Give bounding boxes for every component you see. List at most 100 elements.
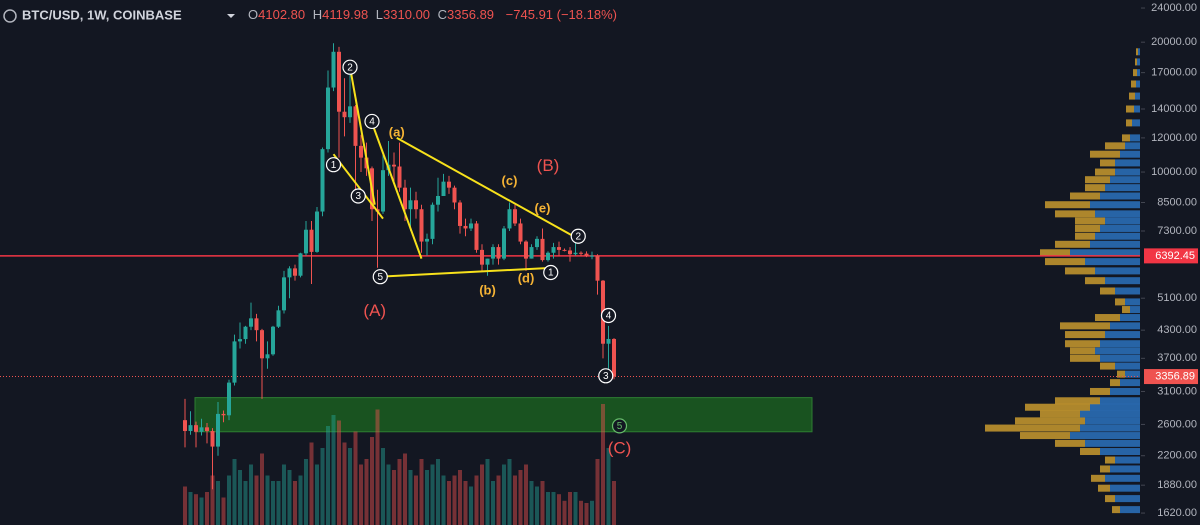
candle-body bbox=[298, 253, 303, 276]
wave-circle bbox=[570, 228, 586, 244]
profile-down-bar bbox=[1117, 370, 1125, 378]
profile-down-bar bbox=[1105, 456, 1115, 464]
volume-bar bbox=[546, 492, 550, 525]
candle-body bbox=[381, 170, 385, 212]
profile-down-bar bbox=[1133, 69, 1137, 77]
volume-bar bbox=[397, 459, 402, 525]
wave-label: (d) bbox=[518, 270, 535, 285]
candle-body bbox=[227, 382, 231, 416]
profile-up-bar bbox=[1100, 448, 1140, 456]
candle-body bbox=[315, 211, 319, 252]
profile-up-bar bbox=[1115, 168, 1140, 176]
profile-down-bar bbox=[1136, 48, 1138, 56]
symbol-dropdown[interactable] bbox=[227, 14, 235, 18]
profile-down-bar bbox=[1065, 340, 1100, 348]
volume-bar bbox=[403, 453, 407, 525]
profile-down-bar bbox=[1085, 277, 1105, 285]
volume-bar bbox=[271, 481, 275, 525]
volume-bar bbox=[573, 492, 578, 525]
trendline bbox=[349, 67, 376, 205]
ohlc-value: 3310.00 bbox=[383, 7, 430, 22]
volume-bar bbox=[304, 459, 308, 525]
profile-up-bar bbox=[1085, 417, 1140, 425]
profile-up-bar bbox=[1115, 495, 1140, 503]
volume-bar bbox=[276, 481, 281, 525]
profile-down-bar bbox=[1085, 184, 1105, 192]
volume-bar bbox=[337, 420, 341, 525]
candle-body bbox=[397, 166, 402, 188]
profile-down-bar bbox=[1091, 474, 1105, 482]
y-tick-label: 7300.00 bbox=[1157, 225, 1197, 237]
profile-up-bar bbox=[1132, 119, 1140, 127]
profile-up-bar bbox=[1105, 331, 1140, 339]
profile-down-bar bbox=[1065, 331, 1105, 339]
candle-body bbox=[414, 200, 418, 210]
candle-body bbox=[551, 247, 556, 253]
volume-bar bbox=[447, 481, 451, 525]
volume-bar bbox=[408, 470, 413, 525]
volume-bar bbox=[326, 426, 330, 525]
candle-body bbox=[546, 252, 550, 261]
candle-body bbox=[403, 187, 407, 210]
profile-up-bar bbox=[1120, 150, 1140, 158]
candle-body bbox=[276, 310, 281, 327]
profile-down-bar bbox=[1075, 232, 1095, 240]
candle-body bbox=[293, 268, 297, 276]
candle-body bbox=[579, 252, 583, 254]
candle-body bbox=[584, 253, 589, 256]
profile-up-bar bbox=[1120, 314, 1140, 322]
volume-bar bbox=[375, 409, 380, 525]
volume-bar bbox=[194, 494, 198, 525]
ohlc-label: O bbox=[248, 7, 258, 22]
wave-circle bbox=[543, 264, 559, 281]
volume-bar bbox=[183, 486, 187, 525]
wave-label: 1 bbox=[331, 160, 337, 171]
volume-bar bbox=[210, 475, 215, 525]
y-tick-label: 17000.00 bbox=[1151, 67, 1197, 79]
profile-up-bar bbox=[1137, 69, 1140, 77]
volume-bar bbox=[590, 500, 594, 525]
y-tick-label: 1880.00 bbox=[1157, 479, 1197, 491]
volume-bar bbox=[535, 486, 539, 525]
y-tick-label: 2600.00 bbox=[1157, 418, 1197, 430]
wave-label: 2 bbox=[575, 231, 581, 242]
profile-up-bar bbox=[1110, 387, 1140, 395]
profile-up-bar bbox=[1136, 80, 1140, 88]
volume-bar bbox=[551, 492, 556, 525]
candle-body bbox=[309, 229, 314, 252]
wave-label: 4 bbox=[606, 311, 612, 322]
main-layer: 2 4 (a) 1 3 5 (A) (c) (B) (e) 2 1 (b) (d) 4 3 5 (C) bbox=[0, 43, 1140, 490]
volume-bar bbox=[513, 475, 517, 525]
profile-up-bar bbox=[1105, 184, 1140, 192]
candle-body bbox=[485, 258, 490, 265]
profile-down-bar bbox=[1080, 448, 1100, 456]
candle-body bbox=[304, 229, 308, 254]
volume-bar bbox=[309, 442, 314, 525]
volume-bar bbox=[348, 448, 352, 525]
wave-circle bbox=[598, 368, 614, 384]
candle-body bbox=[595, 255, 600, 281]
candle-body bbox=[210, 431, 215, 447]
profile-up-bar bbox=[1138, 48, 1140, 56]
candle-body bbox=[568, 250, 572, 255]
profile-down-bar bbox=[1105, 142, 1125, 150]
profile-down-bar bbox=[1090, 150, 1120, 158]
volume-bar bbox=[221, 497, 226, 525]
trendline bbox=[371, 122, 423, 259]
profile-up-bar bbox=[1134, 105, 1140, 113]
profile-down-bar bbox=[1055, 439, 1085, 447]
candle-body bbox=[430, 204, 435, 239]
candle-body bbox=[452, 187, 457, 203]
profile-up-bar bbox=[1085, 258, 1140, 266]
symbol-icon[interactable] bbox=[3, 9, 17, 23]
wave-label: (e) bbox=[535, 201, 551, 216]
wave-label: (A) bbox=[363, 301, 386, 320]
volume-bar bbox=[298, 475, 303, 525]
symbol-title[interactable]: BTC/USD, 1W, COINBASE bbox=[22, 7, 182, 22]
volume-bar bbox=[480, 464, 484, 525]
candle-body bbox=[353, 106, 358, 146]
profile-up-bar bbox=[1110, 322, 1140, 330]
profile-up-bar bbox=[1095, 210, 1140, 218]
profile-down-bar bbox=[1045, 258, 1085, 266]
wave-circle bbox=[372, 269, 388, 285]
